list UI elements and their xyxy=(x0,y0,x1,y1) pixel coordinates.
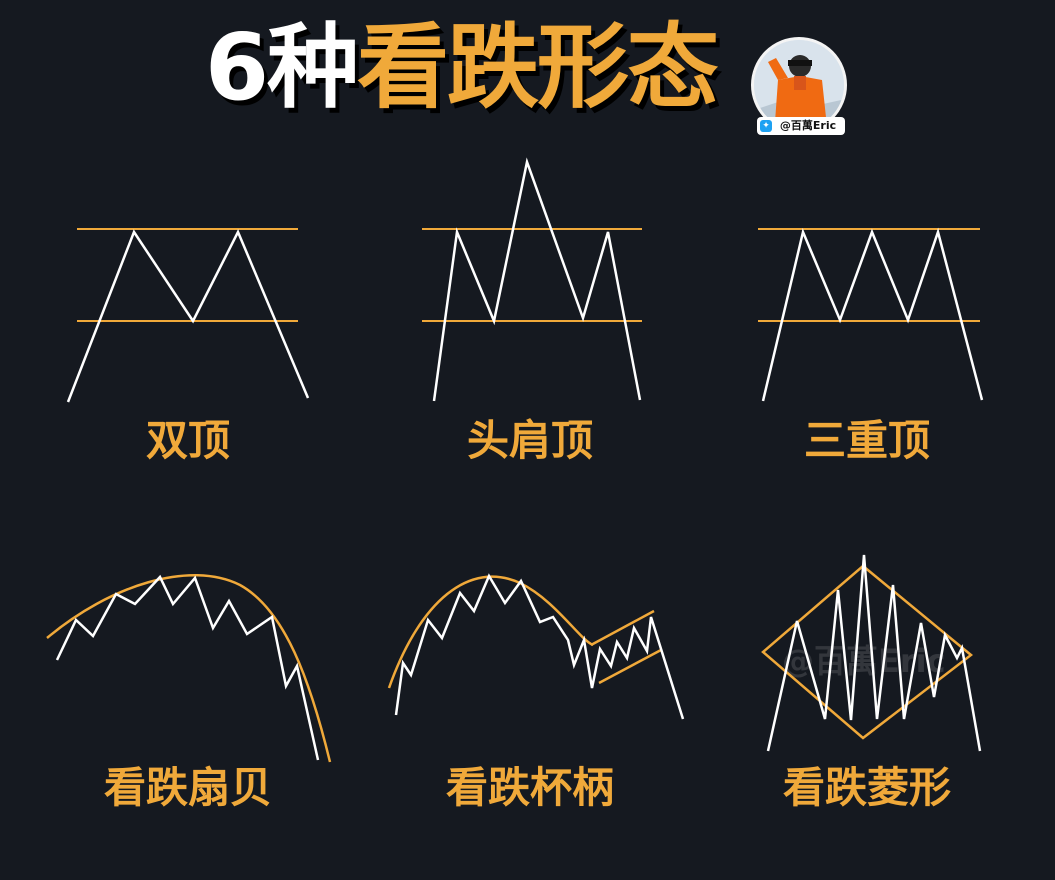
handle-lower-line xyxy=(598,648,662,685)
double-top-diagram xyxy=(66,228,310,403)
price-line xyxy=(66,229,310,403)
price-line xyxy=(761,227,984,402)
pattern-label-bearish-cup-and-handle: 看跌杯柄 xyxy=(445,763,614,812)
title-number: 6种 xyxy=(205,14,359,121)
price-line xyxy=(432,157,642,402)
author-handle-text: @百萬Eric xyxy=(779,119,837,132)
pattern-label-head-and-shoulders: 头肩顶 xyxy=(466,416,593,465)
avatar xyxy=(751,37,847,133)
price-line xyxy=(55,574,320,761)
price-line xyxy=(766,554,982,752)
triple-top-diagram xyxy=(758,227,984,402)
bearish-cup-and-handle-diagram xyxy=(387,573,685,720)
avatar-photo-icon xyxy=(754,40,844,130)
title-highlight: 看跌形态 xyxy=(357,14,719,121)
author-handle: ✦ @百萬Eric xyxy=(757,117,845,135)
price-line xyxy=(394,573,685,720)
arc-line xyxy=(46,574,332,763)
handle-upper-line xyxy=(590,609,655,647)
bird-icon: ✦ xyxy=(760,120,772,132)
pattern-label-triple-top: 三重顶 xyxy=(803,416,930,465)
cup-arc-line xyxy=(387,575,594,689)
head-and-shoulders-diagram xyxy=(422,157,642,402)
page-title: 6种看跌形态 xyxy=(205,22,719,114)
bearish-scallop-diagram xyxy=(46,574,332,763)
pattern-label-double-top: 双顶 xyxy=(145,416,230,465)
pattern-label-bearish-diamond: 看跌菱形 xyxy=(782,763,951,812)
bearish-diamond-diagram xyxy=(761,554,982,752)
pattern-label-bearish-scallop: 看跌扇贝 xyxy=(103,763,272,812)
